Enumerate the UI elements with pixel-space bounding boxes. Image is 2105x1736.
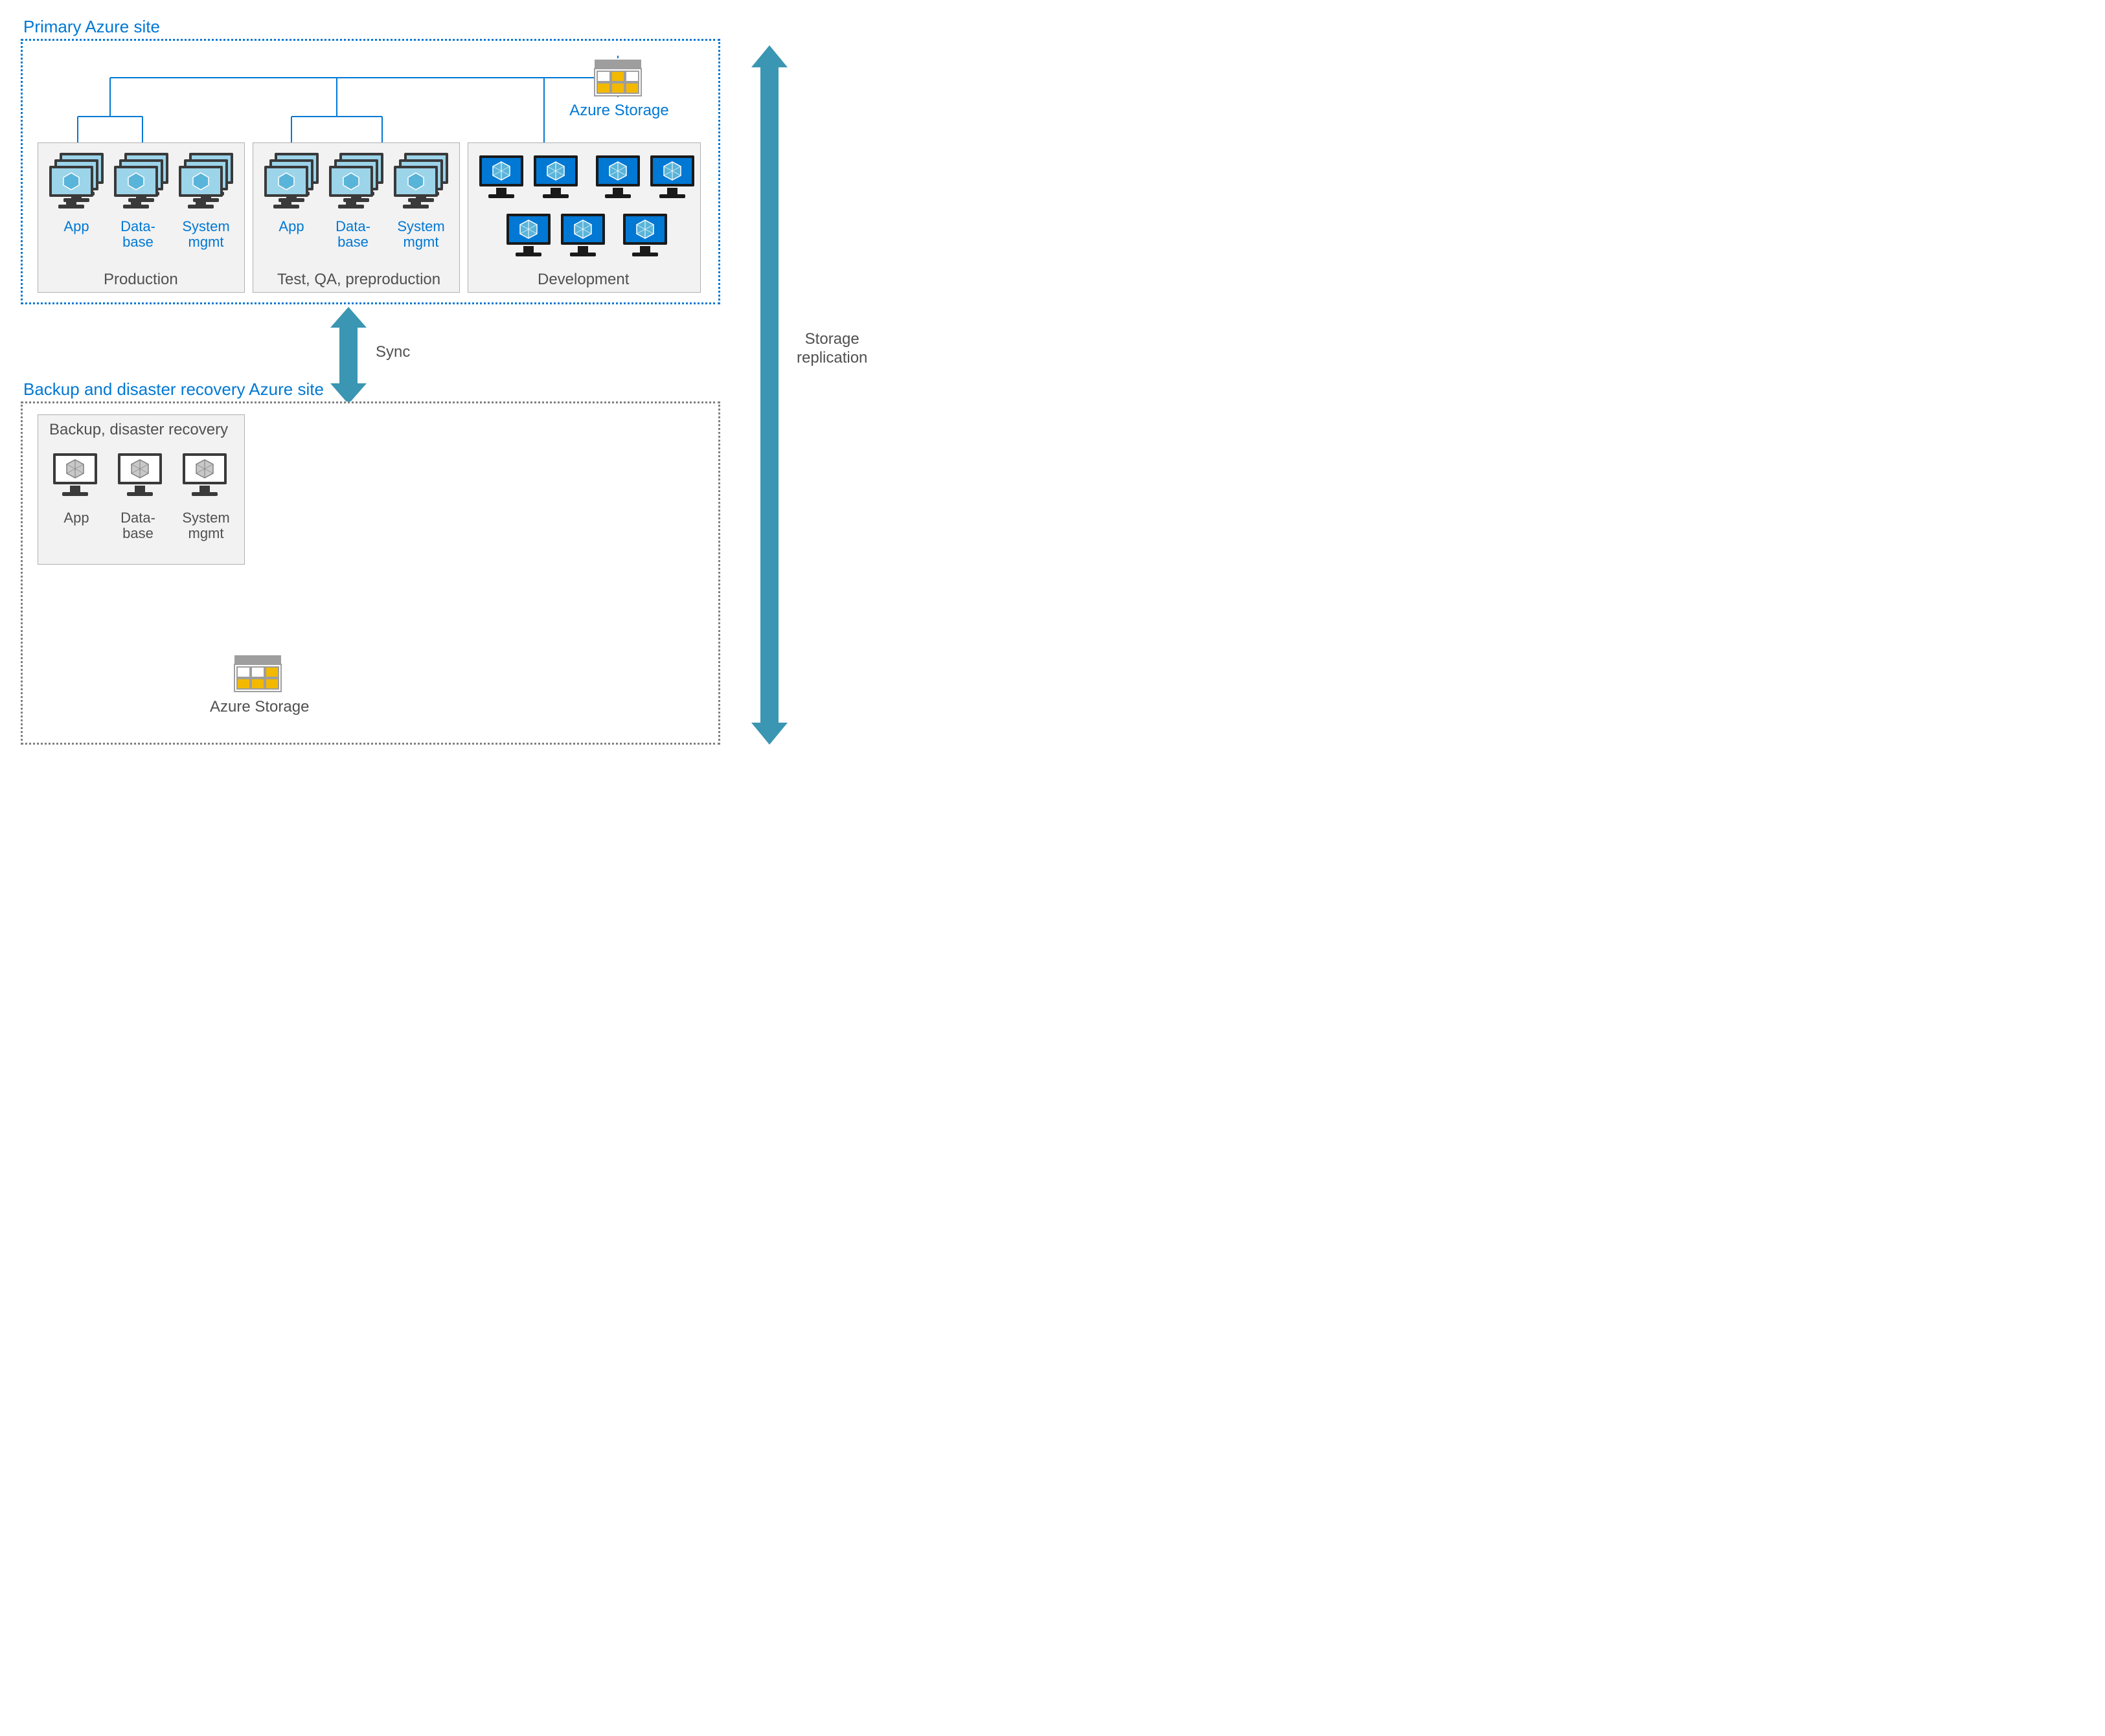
backup-sys-label: System mgmt (174, 510, 238, 541)
test-sys-label: System mgmt (389, 219, 453, 250)
dev-title: Development (538, 271, 629, 289)
prod-db-vms (111, 150, 174, 218)
dev-vm-3 (593, 153, 643, 207)
prod-app-vms (47, 150, 109, 218)
dev-vm-4 (648, 153, 697, 207)
backup-sys-vm (180, 451, 229, 504)
dev-vm-7 (620, 211, 670, 265)
test-sys-vms (391, 150, 453, 218)
prod-db-label: Data- base (109, 219, 167, 250)
primary-site-label: Primary Azure site (23, 17, 160, 37)
prod-sys-vms (176, 150, 238, 218)
backup-app-label: App (51, 510, 102, 526)
test-db-label: Data- base (324, 219, 382, 250)
test-title: Test, QA, preproduction (277, 271, 440, 289)
backup-group-title: Backup, disaster recovery (49, 421, 228, 439)
test-db-vms (326, 150, 389, 218)
prod-sys-label: System mgmt (174, 219, 238, 250)
dev-vm-6 (558, 211, 608, 265)
production-title: Production (104, 271, 178, 289)
replication-arrow-icon (751, 45, 788, 748)
dev-vm-1 (477, 153, 526, 207)
storage-backup-label: Azure Storage (210, 698, 309, 716)
storage-backup-icon (233, 654, 282, 696)
dev-vm-5 (504, 211, 553, 265)
diagram-canvas: Primary Azure site (13, 13, 959, 790)
backup-db-label: Data- base (109, 510, 167, 541)
dev-vm-2 (531, 153, 580, 207)
storage-primary-label: Azure Storage (567, 102, 671, 119)
backup-site-label: Backup and disaster recovery Azure site (23, 379, 324, 400)
replication-label: Storage replication (797, 330, 867, 368)
backup-db-vm (115, 451, 165, 504)
test-app-label: App (266, 219, 317, 234)
prod-app-label: App (51, 219, 102, 234)
sync-label: Sync (376, 343, 410, 362)
sync-arrow-icon (330, 307, 367, 407)
backup-app-vm (51, 451, 100, 504)
test-app-vms (262, 150, 324, 218)
storage-primary-icon (593, 58, 643, 100)
